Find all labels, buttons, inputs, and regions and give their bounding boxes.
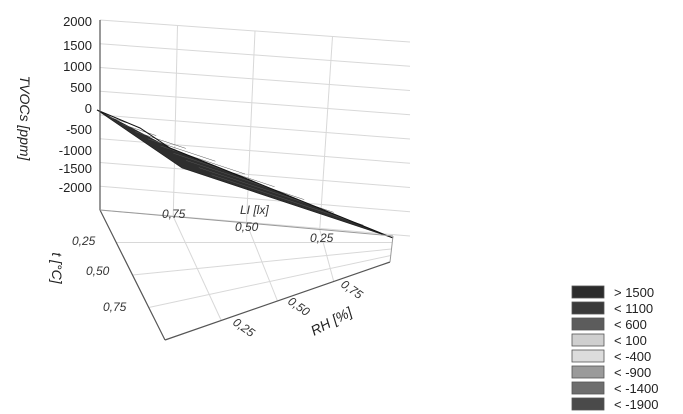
legend-label: < 100 (614, 333, 647, 348)
floor-gridline (132, 248, 392, 276)
floor-grid (116, 216, 393, 321)
floor-tick-label: 0,50 (285, 294, 312, 319)
y-tick-label: 0,25 (72, 234, 96, 248)
z-tick-label: -2000 (59, 180, 92, 195)
z-tick-label: 1000 (63, 59, 92, 74)
z-tick-labels: 2000 1500 1000 500 0 -500 -1000 -1500 -2… (59, 14, 92, 195)
surface-edge (96, 109, 394, 239)
x-tick-label: 0,50 (235, 220, 259, 234)
z-tick-label: -500 (66, 122, 92, 137)
legend-swatch (571, 381, 605, 395)
surface-meshline (185, 160, 305, 200)
x-axis-line (99, 209, 394, 237)
wall-gridline (99, 162, 411, 188)
floor-gridline (148, 255, 391, 308)
y-axis-label: t [°C] (49, 252, 65, 284)
x-axis-label: LI [lx] (240, 203, 269, 217)
surface-meshline (160, 145, 246, 175)
legend-label: < 1100 (614, 301, 653, 316)
z-tick-label: 500 (70, 80, 92, 95)
legend-swatch (571, 365, 605, 379)
legend-swatch (571, 285, 605, 299)
wall-gridline (319, 36, 333, 230)
z-tick-label: 2000 (63, 14, 92, 29)
legend-swatch (571, 349, 605, 363)
x-tick-label: 0,75 (162, 207, 186, 221)
edge-line (389, 235, 394, 263)
wall-gridline (99, 114, 411, 140)
z-tick-label: 1500 (63, 38, 92, 53)
legend: > 1500< 1100< 600< 100< -400< -900< -140… (571, 285, 658, 412)
surface-meshline (135, 131, 186, 149)
surface-meshline (147, 138, 216, 162)
legend-label: < -1400 (614, 381, 658, 396)
legend-label: < -900 (614, 365, 651, 380)
wall-gridline (246, 30, 256, 224)
legend-swatch (571, 301, 605, 315)
wall-gridline (99, 43, 411, 67)
axes (99, 20, 394, 341)
wall-gridline (99, 90, 411, 116)
legend-swatch (571, 333, 605, 347)
z-tick-label: -1000 (59, 143, 92, 158)
floor-tick-label: 0,25 (230, 315, 257, 340)
z-axis-label: TVOCs [ppm] (17, 76, 33, 162)
back-wall (100, 20, 410, 236)
z-tick-label: -1500 (59, 161, 92, 176)
floor-axis-line (164, 261, 391, 341)
y-tick-label: 0,50 (86, 264, 110, 278)
legend-swatch (571, 317, 605, 331)
floor-tick-label: 0,75 (338, 277, 365, 302)
wall-gridline (99, 67, 411, 91)
back-wall-grid (99, 19, 411, 237)
surface-meshline (211, 174, 364, 226)
y-tick-label: 0,75 (103, 300, 127, 314)
wall-gridline (99, 185, 411, 213)
x-tick-label: 0,25 (310, 231, 334, 245)
surface-meshline (122, 124, 157, 136)
legend-swatch (571, 397, 605, 411)
wall-gridline (172, 25, 178, 217)
legend-label: > 1500 (614, 285, 654, 300)
floor-axis-label: RH [%] (308, 303, 356, 338)
z-tick-label: 0 (85, 101, 92, 116)
y-axis-line (99, 209, 166, 341)
legend-label: < 600 (614, 317, 647, 332)
legend-label: < -1900 (614, 397, 658, 412)
surface-meshline (109, 116, 127, 124)
legend-label: < -400 (614, 349, 651, 364)
